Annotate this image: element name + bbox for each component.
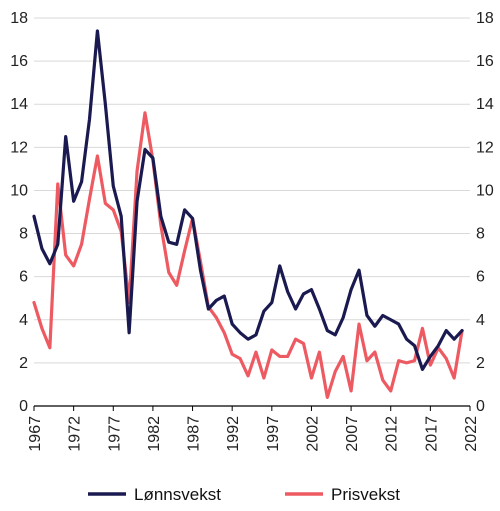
x-tick-label: 1967 (27, 416, 44, 452)
y-tick-label-right: 14 (476, 96, 494, 113)
y-tick-label-right: 10 (476, 182, 494, 199)
y-tick-label-left: 12 (10, 139, 28, 156)
gridlines (34, 17, 470, 364)
x-tick-label: 1992 (225, 416, 242, 452)
y-tick-label-left: 10 (10, 182, 28, 199)
y-tick-label-right: 4 (476, 312, 485, 329)
y-tick-label-right: 2 (476, 355, 485, 372)
legend-label: Prisvekst (331, 485, 400, 504)
legend-label: Lønnsvekst (134, 485, 221, 504)
x-tick-label: 2022 (463, 416, 480, 452)
y-tick-label-right: 18 (476, 10, 494, 27)
y-axis-right-ticks: 0 2 4 6 8 10 12 14 16 18 (476, 10, 494, 415)
x-tick-label: 1977 (106, 416, 123, 452)
series-line-lønnsvekst (32, 29, 464, 371)
y-tick-label-left: 4 (19, 312, 28, 329)
x-tick-label: 1997 (265, 416, 282, 452)
series-line-prisvekst (32, 111, 464, 399)
y-tick-label-left: 14 (10, 96, 28, 113)
legend: Lønnsvekst Prisvekst (88, 485, 400, 504)
x-tick-label: 2012 (384, 416, 401, 452)
y-tick-label-left: 6 (19, 269, 28, 286)
y-tick-label-right: 8 (476, 226, 485, 243)
y-tick-label-left: 16 (10, 53, 28, 70)
y-tick-label-right: 0 (476, 398, 485, 415)
x-tick-label: 1972 (67, 416, 84, 452)
x-axis-ticks: 1967 1972 1977 1982 1987 1992 1997 2002 2007 2012… (27, 406, 480, 452)
x-tick-label: 1987 (186, 416, 203, 452)
y-tick-label-left: 2 (19, 355, 28, 372)
series-lines (32, 29, 464, 399)
x-tick-label: 1982 (146, 416, 163, 452)
x-tick-label: 2017 (423, 416, 440, 452)
y-tick-label-left: 0 (19, 398, 28, 415)
y-tick-label-left: 18 (10, 10, 28, 27)
y-tick-label-right: 6 (476, 269, 485, 286)
y-axis-left-ticks: 0 2 4 6 8 10 12 14 16 18 (10, 10, 28, 415)
x-tick-label: 2002 (304, 416, 321, 452)
y-tick-label-left: 8 (19, 226, 28, 243)
y-tick-label-right: 16 (476, 53, 494, 70)
y-tick-label-right: 12 (476, 139, 494, 156)
x-tick-label: 2007 (344, 416, 361, 452)
